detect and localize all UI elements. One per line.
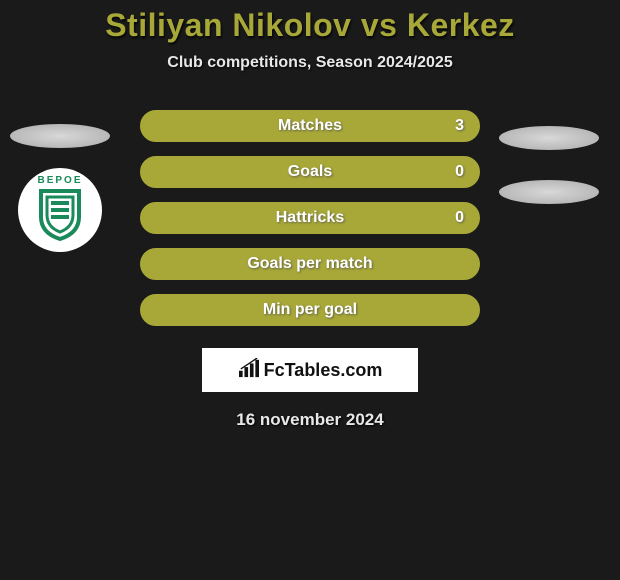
subtitle: Club competitions, Season 2024/2025 [167, 54, 452, 72]
page-title: Stiliyan Nikolov vs Kerkez [105, 7, 515, 44]
stat-row: Min per goal [140, 294, 480, 326]
left-player-column: BEPOE [10, 124, 110, 252]
player-avatar-placeholder [499, 126, 599, 150]
stat-value: 0 [455, 209, 464, 227]
stat-label: Hattricks [142, 209, 478, 227]
stat-row: Goals0 [140, 156, 480, 188]
stat-value: 0 [455, 163, 464, 181]
club-badge-text: BEPOE [25, 175, 95, 186]
stat-label: Min per goal [142, 301, 478, 319]
club-badge-left: BEPOE [18, 168, 102, 252]
brand-label: FcTables.com [264, 360, 383, 381]
club-badge-placeholder [499, 180, 599, 204]
date-label: 16 november 2024 [236, 410, 383, 430]
stat-row: Goals per match [140, 248, 480, 280]
stat-label: Matches [142, 117, 478, 135]
brand-chart-icon [238, 358, 260, 383]
right-player-column [499, 126, 599, 234]
stat-row: Matches3 [140, 110, 480, 142]
stat-label: Goals [142, 163, 478, 181]
stat-label: Goals per match [142, 255, 478, 273]
stats-block: Matches3Goals0Hattricks0Goals per matchM… [140, 110, 480, 340]
stat-value: 3 [455, 117, 464, 135]
stat-row: Hattricks0 [140, 202, 480, 234]
brand-box: FcTables.com [202, 348, 418, 392]
player-avatar-placeholder [10, 124, 110, 148]
